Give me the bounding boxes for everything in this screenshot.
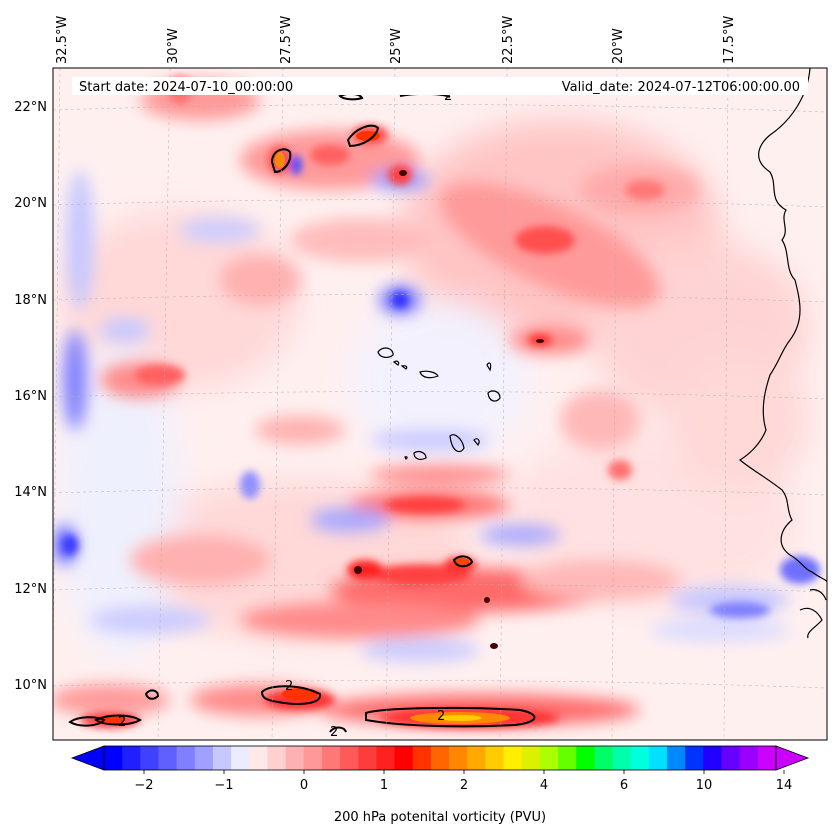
lon-tick-label: 30°W xyxy=(166,28,181,64)
pv-2-contours xyxy=(68,92,536,733)
lat-tick-label: 22°N xyxy=(14,100,47,115)
graticule xyxy=(53,68,827,740)
colorbar-cell xyxy=(267,746,287,770)
start-date-label: Start date: 2024-07-10_00:00:00 xyxy=(79,80,293,95)
colorbar-cell xyxy=(739,746,759,770)
svg-text:2: 2 xyxy=(285,679,293,694)
lon-tick-label: 20°W xyxy=(611,28,626,64)
colorbar-cells xyxy=(104,746,777,770)
colorbar-cell xyxy=(285,746,305,770)
colorbar-cell xyxy=(648,746,668,770)
colorbar-cell xyxy=(703,746,723,770)
colorbar-cell xyxy=(122,746,141,770)
colorbar-cell xyxy=(757,746,777,770)
colorbar-cell xyxy=(485,746,505,770)
colorbar-cell xyxy=(321,746,341,770)
colorbar-cell xyxy=(594,746,614,770)
colorbar-tick-label: −1 xyxy=(214,778,233,793)
lat-tick-label: 14°N xyxy=(14,485,47,500)
lat-tick-label: 20°N xyxy=(14,196,47,211)
colorbar-tick-label: 6 xyxy=(620,778,628,793)
colorbar-tick-label: 0 xyxy=(300,778,308,793)
colorbar-cell xyxy=(539,746,559,770)
colorbar-cell xyxy=(249,746,268,770)
colorbar-cell xyxy=(358,746,377,770)
lon-tick-label: 22.5°W xyxy=(501,16,516,64)
colorbar-cell xyxy=(231,746,250,770)
colorbar-cell xyxy=(158,746,178,770)
colorbar-label: 200 hPa potenital vorticity (PVU) xyxy=(334,810,546,825)
lon-tick-label: 27.5°W xyxy=(279,16,294,64)
lon-tick-labels: 32.5°W 30°W 27.5°W 25°W 22.5°W 20°W 17.5… xyxy=(55,16,737,64)
colorbar-cell xyxy=(630,746,650,770)
lat-tick-label: 18°N xyxy=(14,293,47,308)
colorbar-cell xyxy=(140,746,159,770)
colorbar-cell xyxy=(576,746,595,770)
colorbar-cell xyxy=(667,746,686,770)
colorbar-cell xyxy=(521,746,541,770)
colorbar-cell xyxy=(212,746,232,770)
pv-field: 2 2 2 2 2 xyxy=(53,68,827,740)
svg-text:2: 2 xyxy=(330,725,338,740)
cape-verde-islands xyxy=(377,347,501,460)
colorbar-cell xyxy=(467,746,486,770)
colorbar-tick-label: −2 xyxy=(134,778,153,793)
colorbar-cell xyxy=(430,746,450,770)
colorbar-cell xyxy=(394,746,414,770)
colorbar-cell xyxy=(376,746,396,770)
colorbar-frame xyxy=(103,745,777,771)
colorbar-cell xyxy=(449,746,468,770)
colorbar-cell xyxy=(176,746,196,770)
colorbar-min-arrow xyxy=(70,745,105,771)
colorbar-ticks: −2 −1 0 1 2 4 6 10 14 xyxy=(134,770,792,793)
colorbar-cell xyxy=(340,746,359,770)
info-banner: Start date: 2024-07-10_00:00:00 Valid_da… xyxy=(72,77,808,95)
colorbar-tick-label: 4 xyxy=(540,778,548,793)
lat-tick-labels: 22°N 20°N 18°N 16°N 14°N 12°N 10°N xyxy=(14,100,47,693)
lat-tick-label: 12°N xyxy=(14,582,47,597)
map-frame xyxy=(52,67,828,741)
colorbar-max-arrow xyxy=(775,745,810,771)
lat-tick-label: 16°N xyxy=(14,389,47,404)
lon-tick-label: 25°W xyxy=(389,28,404,64)
colorbar-cell xyxy=(412,746,432,770)
svg-text:2: 2 xyxy=(437,709,445,724)
pv-2-contour-labels: 2 2 2 2 2 xyxy=(118,89,452,740)
colorbar-tick-label: 2 xyxy=(460,778,468,793)
svg-text:2: 2 xyxy=(444,89,452,104)
lat-tick-label: 10°N xyxy=(14,678,47,693)
colorbar-cell xyxy=(685,746,704,770)
colorbar-tick-label: 10 xyxy=(696,778,713,793)
svg-text:2: 2 xyxy=(118,715,126,730)
colorbar: −2 −1 0 1 2 4 6 10 14 200 hPa potenital vorticit… xyxy=(70,745,810,825)
lon-tick-label: 32.5°W xyxy=(55,16,70,64)
colorbar-tick-label: 1 xyxy=(380,778,388,793)
colorbar-cell xyxy=(612,746,632,770)
colorbar-cell xyxy=(194,746,214,770)
colorbar-tick-label: 14 xyxy=(776,778,793,793)
coastline xyxy=(738,68,827,639)
colorbar-cell xyxy=(721,746,741,770)
colorbar-cell xyxy=(503,746,523,770)
lon-tick-label: 17.5°W xyxy=(722,16,737,64)
colorbar-cell xyxy=(104,746,123,770)
colorbar-cell xyxy=(303,746,323,770)
colorbar-cell xyxy=(558,746,577,770)
valid-date-label: Valid_date: 2024-07-12T06:00:00.00 xyxy=(562,80,800,95)
